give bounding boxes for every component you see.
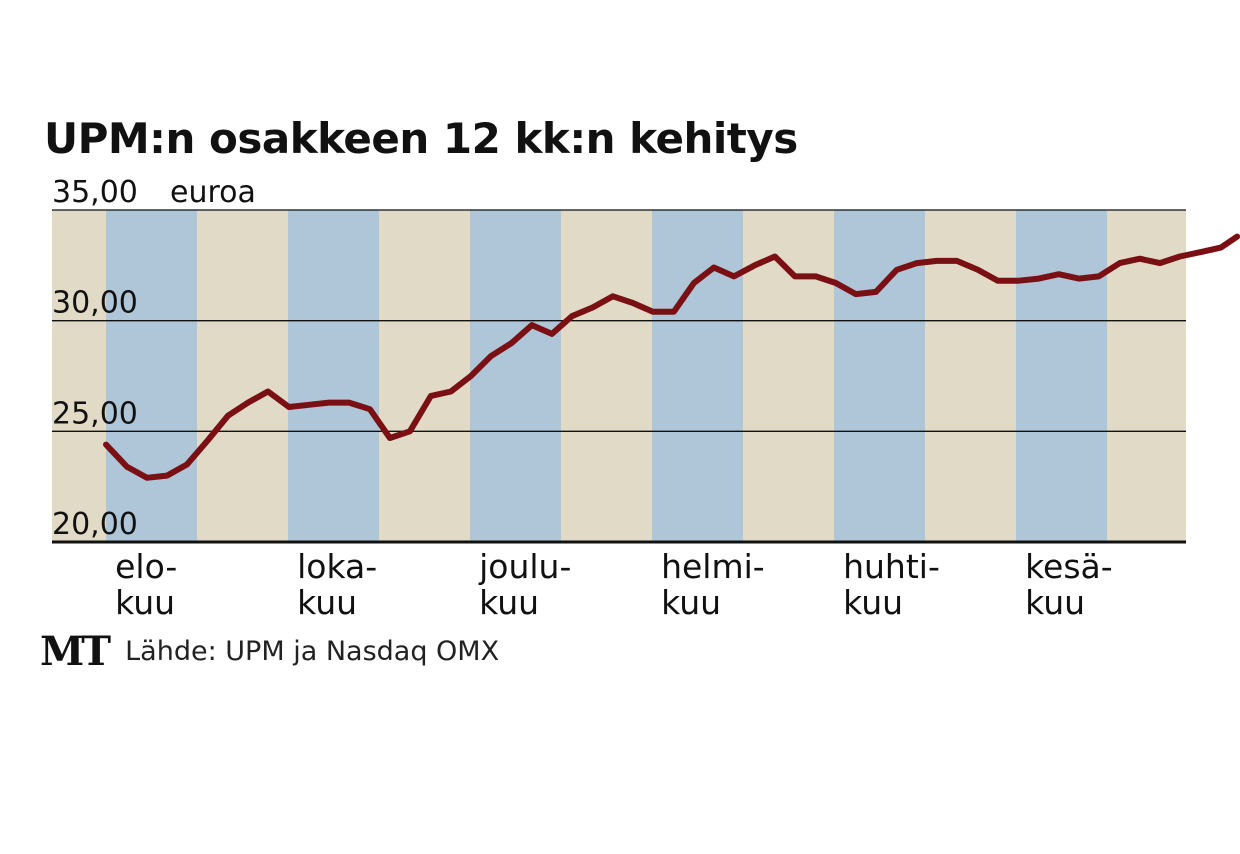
x-tick-label: helmi-	[661, 547, 765, 586]
price-series	[103, 233, 1240, 481]
x-tick-label: loka-	[297, 547, 377, 586]
month-band-blue	[288, 210, 379, 542]
month-band-blue	[470, 210, 561, 542]
y-axis-tick-labels: 35,00 30,00 25,00 20,00	[52, 175, 138, 542]
x-tick-label: joulu-	[478, 547, 571, 586]
x-axis-month-labels: elo-kuuloka-kuujoulu-kuuhelmi-kuuhuhti-k…	[115, 547, 1113, 622]
price-line	[103, 233, 1240, 481]
source-note: Lähde: UPM ja Nasdaq OMX	[125, 636, 500, 667]
x-tick-label: kuu	[297, 583, 357, 622]
x-tick-label: kuu	[1025, 583, 1085, 622]
month-band-beige	[52, 210, 106, 542]
month-band-beige	[197, 210, 288, 542]
chart-title: UPM:n osakkeen 12 kk:n kehitys	[44, 114, 798, 163]
y-tick-label: 25,00	[52, 396, 138, 431]
month-bands	[52, 210, 1186, 542]
gridlines	[52, 209, 1186, 544]
month-band-beige	[743, 210, 834, 542]
x-tick-label: kesä-	[1025, 547, 1113, 586]
y-tick-label: 20,00	[52, 507, 138, 542]
x-tick-label: kuu	[843, 583, 903, 622]
month-band-blue	[652, 210, 743, 542]
x-tick-label: huhti-	[843, 547, 940, 586]
month-band-blue	[106, 210, 197, 542]
source-row: MT Lähde: UPM ja Nasdaq OMX	[40, 628, 499, 675]
month-band-blue	[1016, 210, 1107, 542]
month-band-beige	[379, 210, 470, 542]
y-tick-label: 30,00	[52, 286, 138, 321]
x-tick-label: kuu	[479, 583, 539, 622]
month-band-blue	[834, 210, 925, 542]
mt-logo: MT	[40, 628, 111, 675]
y-axis-unit-label: euroa	[170, 175, 256, 210]
x-tick-label: kuu	[115, 583, 175, 622]
y-tick-label: 35,00	[52, 175, 138, 210]
month-band-beige	[561, 210, 652, 542]
x-tick-label: elo-	[115, 547, 177, 586]
x-tick-label: kuu	[661, 583, 721, 622]
